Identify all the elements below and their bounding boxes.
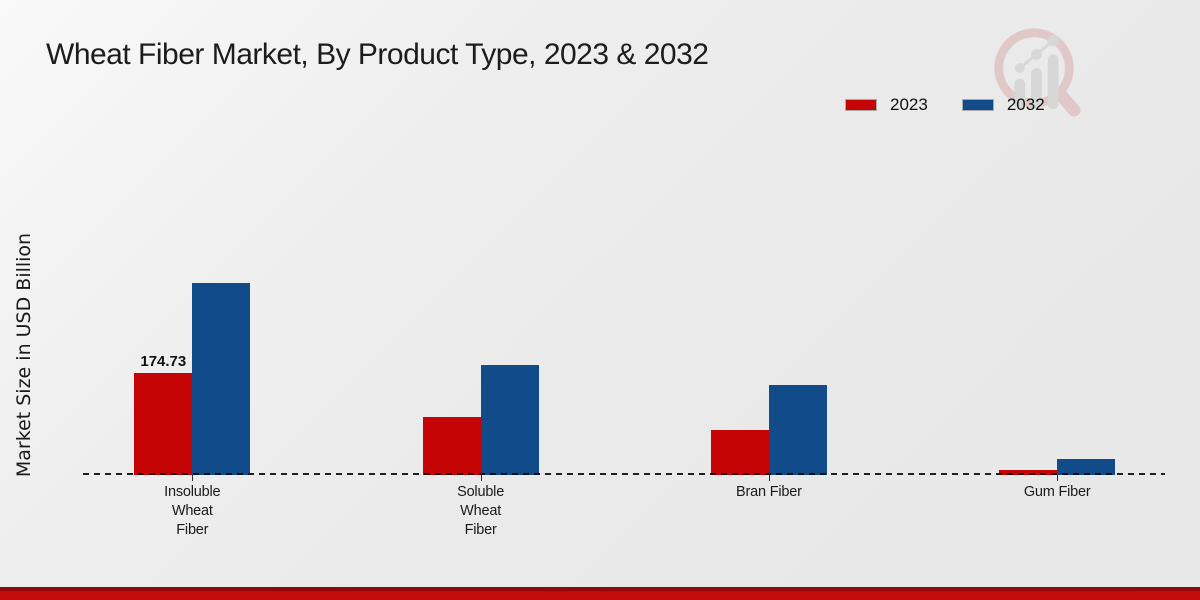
x-axis-baseline xyxy=(83,473,1165,475)
bar-2032-insoluble-wheat-fiber xyxy=(192,283,251,475)
legend-item-2023: 2023 xyxy=(845,95,928,115)
legend-swatch-2023-icon xyxy=(845,99,877,111)
category-label-bran-fiber: Bran Fiber xyxy=(736,484,802,500)
category-label-soluble-wheat-fiber: Soluble Wheat Fiber xyxy=(457,484,505,538)
legend-item-2032: 2032 xyxy=(961,95,1045,115)
brand-watermark-magnifier-chart-icon xyxy=(994,28,1081,117)
bar-2032-soluble-wheat-fiber xyxy=(480,365,539,475)
bar-2032-gum-fiber xyxy=(1057,459,1116,475)
footer-accent-bar xyxy=(0,587,1200,600)
x-axis-tick-bran-fiber xyxy=(768,475,770,481)
bar-2023-soluble-wheat-fiber xyxy=(422,417,481,475)
bar-value-label: 174.73 xyxy=(140,353,187,371)
bar-2023-bran-fiber xyxy=(710,429,769,475)
bar-2032-bran-fiber xyxy=(768,384,827,475)
legend-swatch-2032-icon xyxy=(961,99,994,111)
bar-2023-insoluble-wheat-fiber xyxy=(134,373,193,475)
x-axis-tick-insoluble-wheat-fiber xyxy=(192,475,194,481)
category-label-insoluble-wheat-fiber: Insoluble Wheat Fiber xyxy=(164,484,221,538)
x-axis-tick-soluble-wheat-fiber xyxy=(480,475,482,481)
legend-label-2032: 2032 xyxy=(1006,95,1045,114)
category-label-gum-fiber: Gum Fiber xyxy=(1023,484,1091,500)
bar-2023-gum-fiber xyxy=(999,469,1058,475)
x-axis-tick-gum-fiber xyxy=(1057,475,1059,481)
legend: 2023 2032 xyxy=(845,95,1045,115)
legend-label-2023: 2023 xyxy=(890,95,928,114)
chart-title: Wheat Fiber Market, By Product Type, 202… xyxy=(46,38,709,71)
